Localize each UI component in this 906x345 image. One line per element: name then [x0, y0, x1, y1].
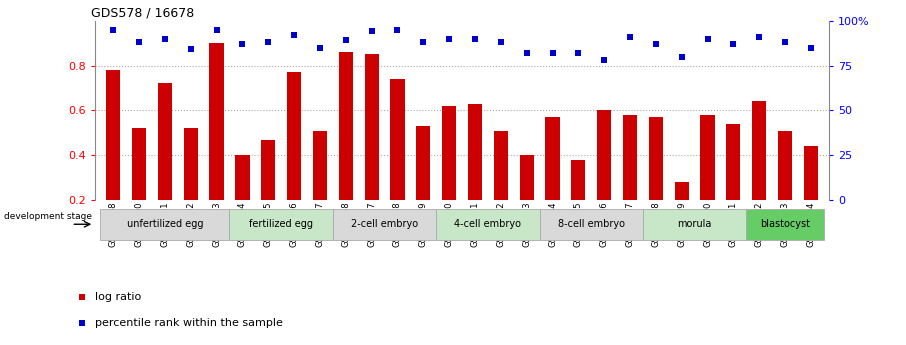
Bar — [545, 117, 560, 245]
Bar — [467, 104, 482, 245]
Bar — [643, 209, 747, 240]
Bar — [132, 128, 146, 245]
Bar — [747, 209, 824, 240]
Bar — [752, 101, 766, 245]
Bar — [313, 131, 327, 245]
Bar — [494, 131, 508, 245]
Bar — [209, 43, 224, 245]
Bar — [540, 209, 643, 240]
Bar — [804, 146, 818, 245]
Bar — [649, 117, 663, 245]
Bar — [106, 70, 120, 245]
Bar — [436, 209, 540, 240]
Text: blastocyst: blastocyst — [760, 219, 810, 228]
Text: 4-cell embryo: 4-cell embryo — [455, 219, 521, 228]
Text: 2-cell embryo: 2-cell embryo — [351, 219, 418, 228]
Bar — [364, 55, 379, 245]
Bar — [390, 79, 405, 245]
Bar — [261, 139, 275, 245]
Bar — [101, 209, 229, 240]
Text: 8-cell embryo: 8-cell embryo — [558, 219, 625, 228]
Bar — [416, 126, 430, 245]
Text: development stage: development stage — [4, 212, 92, 221]
Bar — [287, 72, 301, 245]
Bar — [597, 110, 612, 245]
Bar — [333, 209, 436, 240]
Text: fertilized egg: fertilized egg — [249, 219, 313, 228]
Bar — [229, 209, 333, 240]
Text: GDS578 / 16678: GDS578 / 16678 — [92, 7, 195, 20]
Bar — [442, 106, 457, 245]
Text: log ratio: log ratio — [95, 293, 141, 302]
Bar — [778, 131, 792, 245]
Bar — [623, 115, 637, 245]
Text: percentile rank within the sample: percentile rank within the sample — [95, 318, 283, 328]
Bar — [700, 115, 715, 245]
Bar — [339, 52, 352, 245]
Bar — [727, 124, 740, 245]
Bar — [675, 182, 689, 245]
Bar — [236, 155, 249, 245]
Text: morula: morula — [678, 219, 712, 228]
Bar — [519, 155, 534, 245]
Bar — [572, 160, 585, 245]
Text: unfertilized egg: unfertilized egg — [127, 219, 203, 228]
Bar — [158, 83, 172, 245]
Bar — [184, 128, 198, 245]
